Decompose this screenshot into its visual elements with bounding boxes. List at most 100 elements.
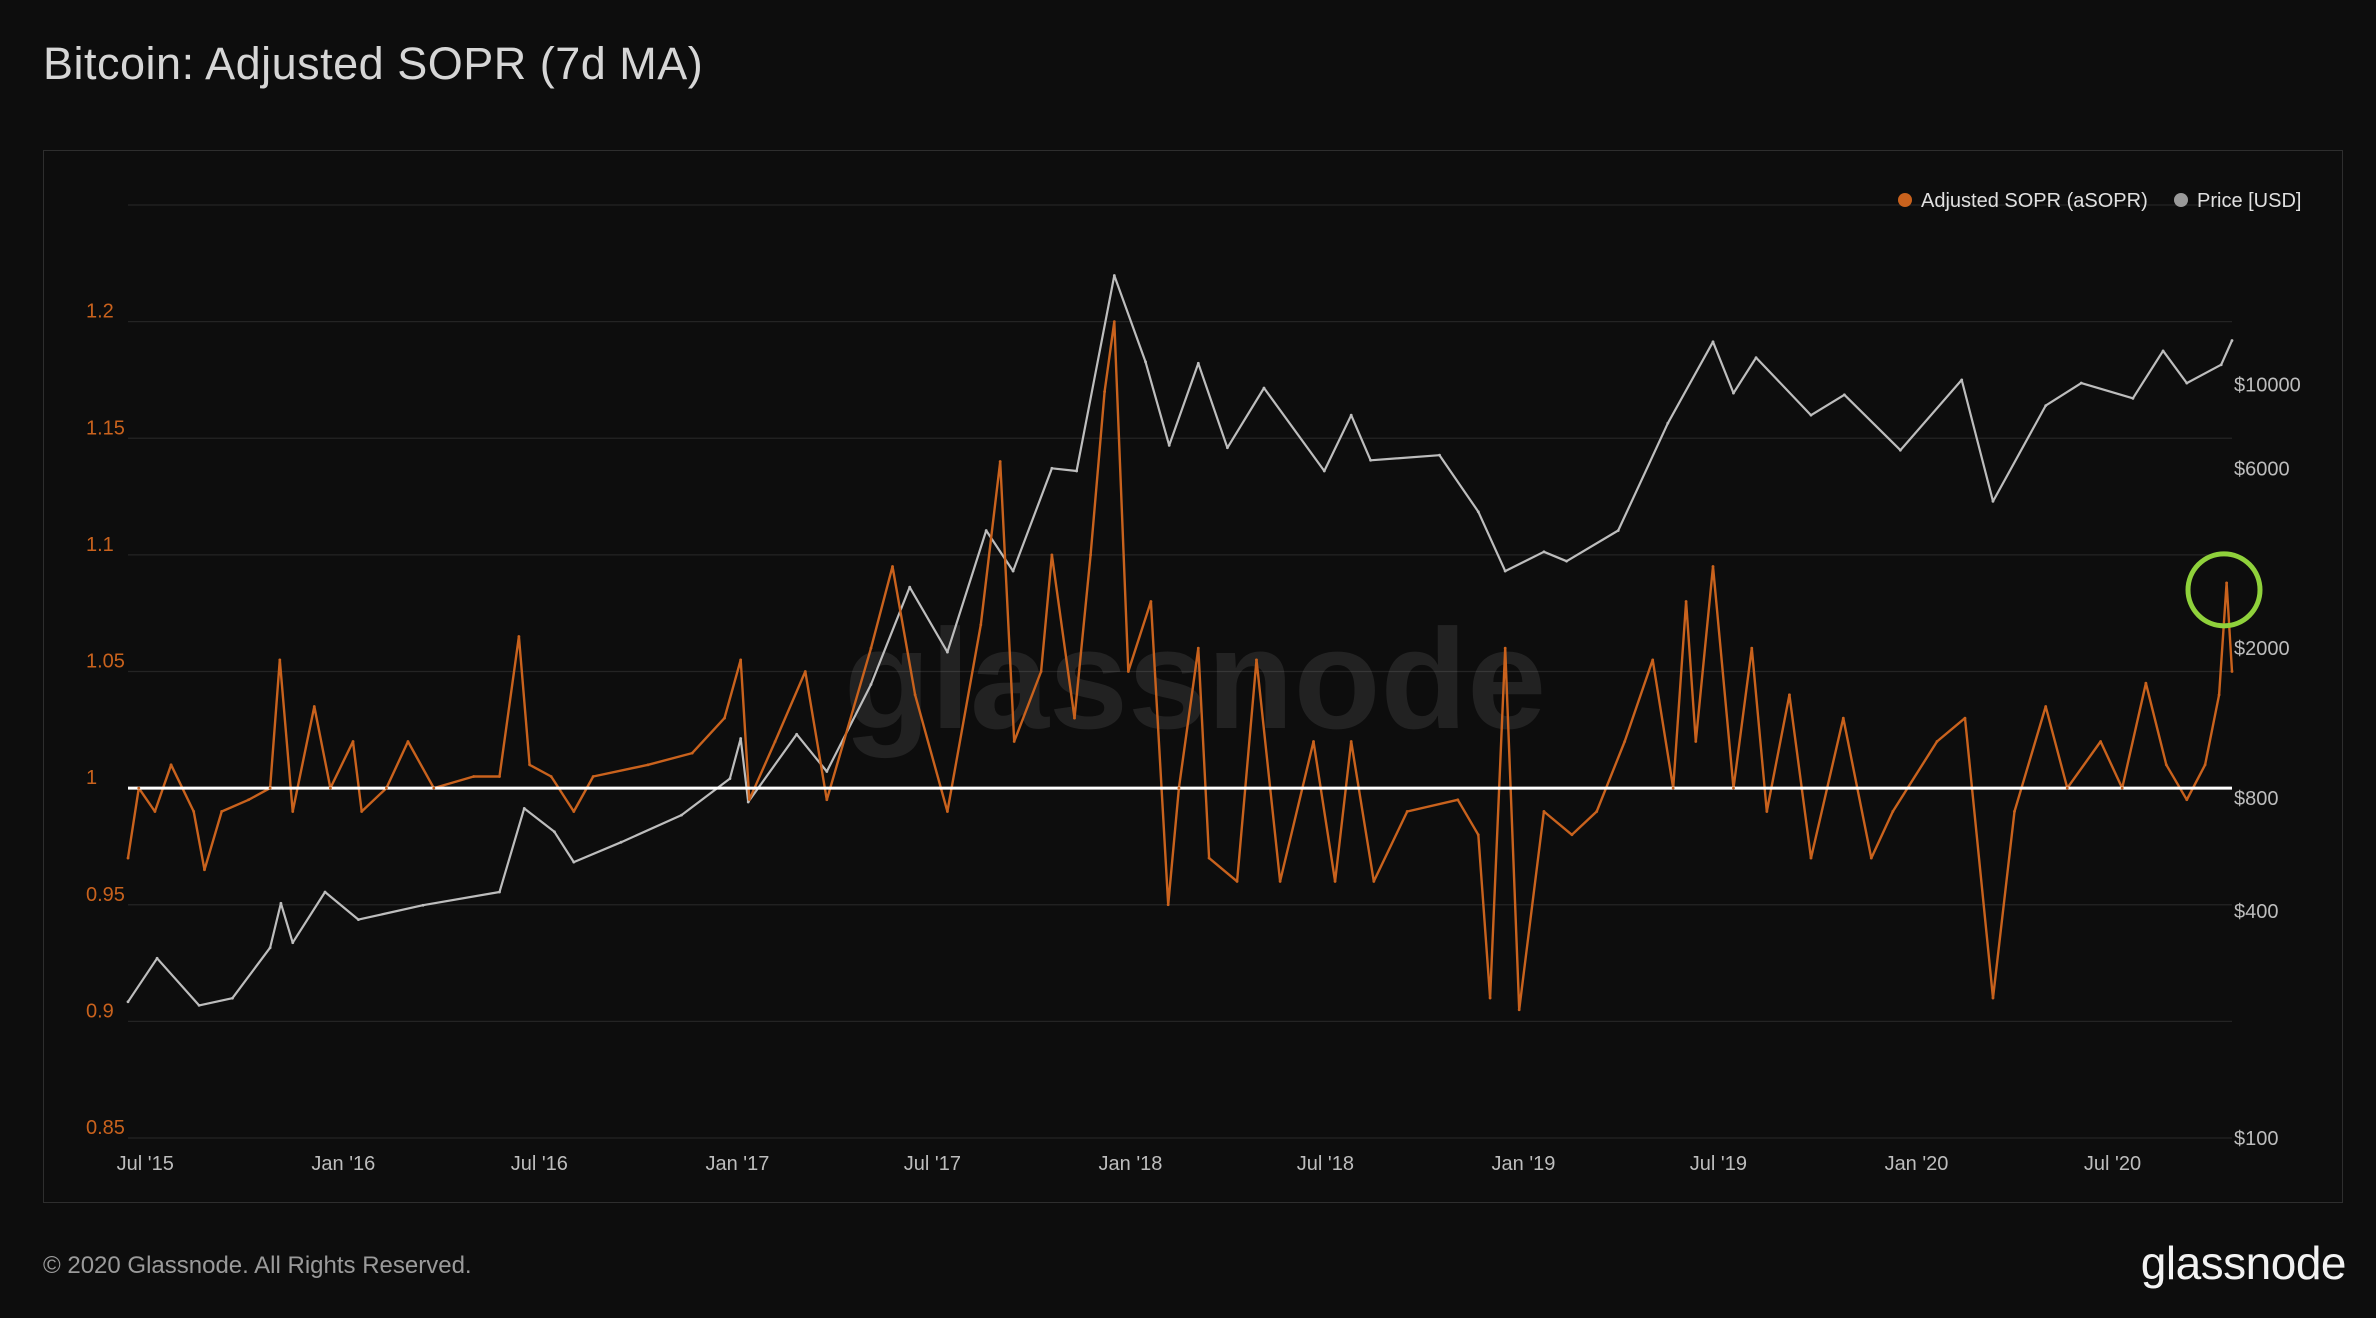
sopr-data-point — [268, 786, 272, 790]
sopr-data-point — [1405, 810, 1409, 813]
sopr-data-point — [1595, 810, 1599, 813]
sopr-data-point — [825, 798, 829, 802]
sopr-data-point — [1103, 390, 1107, 393]
price-data-point — [619, 840, 623, 844]
price-data-point — [421, 903, 425, 907]
sopr-data-point — [472, 775, 476, 778]
sopr-data-point — [1684, 600, 1688, 603]
sopr-data-point — [549, 775, 553, 778]
sopr-data-point — [192, 810, 196, 813]
right-axis-tick-label: $10000 — [2234, 375, 2301, 397]
left-axis-ticks: 1.2 1.15 1.1 1.05 1 0.95 0.9 0.85 — [86, 301, 125, 1139]
sopr-data-point — [1963, 716, 1967, 720]
price-data-point — [2131, 396, 2135, 400]
right-axis-tick-label: $2000 — [2234, 638, 2290, 660]
price-data-point — [908, 585, 912, 589]
price-data-point — [1196, 361, 1200, 365]
sopr-data-point — [2203, 763, 2207, 767]
x-axis-tick-label: Jul '16 — [511, 1153, 568, 1175]
x-axis-tick-label: Jan '17 — [706, 1153, 770, 1175]
price-data-point — [728, 777, 732, 780]
sopr-data-point — [803, 670, 807, 673]
price-data-point — [1732, 391, 1735, 395]
price-data-point — [795, 732, 799, 736]
sopr-data-point — [1711, 565, 1715, 568]
x-axis-tick-label: Jan '16 — [311, 1153, 375, 1175]
sopr-data-point — [247, 798, 250, 802]
sopr-data-point — [203, 868, 206, 872]
sopr-data-point — [1372, 880, 1376, 883]
price-data-point — [1616, 529, 1620, 532]
price-data-point — [2079, 381, 2083, 385]
price-data-point — [984, 529, 988, 532]
price-data-point — [498, 890, 501, 894]
left-axis-tick-label: 1.15 — [86, 417, 125, 439]
sopr-data-point — [406, 740, 410, 743]
price-data-point — [1809, 413, 1813, 417]
price-data-point — [1050, 466, 1054, 470]
price-data-point — [1542, 550, 1546, 554]
sopr-data-point — [2013, 810, 2016, 813]
sopr-data-point — [1542, 810, 1546, 813]
sopr-data-point — [1869, 856, 1873, 860]
price-data-point — [2230, 339, 2234, 342]
right-axis-tick-label: $100 — [2234, 1128, 2279, 1150]
sopr-data-point — [1126, 670, 1130, 673]
legend-marker — [1898, 193, 1912, 207]
price-data-point — [552, 830, 556, 834]
price-data-point — [1349, 413, 1353, 417]
legend-label: Adjusted SOPR (aSOPR) — [1921, 190, 2148, 212]
sopr-data-point — [1073, 716, 1076, 720]
left-axis-tick-label: 0.95 — [86, 884, 125, 906]
sopr-data-point — [1809, 856, 1813, 860]
sopr-data-point — [1517, 1008, 1521, 1012]
sopr-data-point — [498, 775, 501, 778]
left-axis-tick-label: 0.9 — [86, 1000, 114, 1022]
price-data-point — [1167, 444, 1171, 447]
sopr-data-point — [773, 740, 777, 743]
right-axis-ticks: $10000 $6000 $2000 $800 $400 $100 — [2234, 375, 2301, 1150]
sopr-data-point — [169, 763, 173, 767]
left-axis-tick-label: 1.2 — [86, 301, 114, 323]
price-data-point — [357, 918, 360, 922]
price-data-point — [1112, 274, 1116, 277]
sopr-data-point — [360, 810, 364, 813]
sopr-data-point — [1333, 880, 1337, 883]
price-data-point — [268, 946, 272, 950]
chart-title: Bitcoin: Adjusted SOPR (7d MA) — [43, 38, 704, 89]
price-data-point — [1898, 448, 1902, 452]
sopr-data-point — [1694, 740, 1698, 743]
price-data-point — [1225, 446, 1229, 450]
left-axis-tick-label: 1.1 — [86, 534, 114, 556]
x-axis-tick-label: Jan '20 — [1885, 1153, 1949, 1175]
price-data-point — [1011, 569, 1015, 573]
sopr-data-point — [946, 810, 949, 813]
sopr-data-point — [1112, 320, 1116, 324]
sopr-data-point — [278, 658, 282, 662]
sopr-data-point — [517, 635, 521, 638]
legend-label: Price [USD] — [2197, 190, 2301, 212]
price-data-point — [323, 890, 327, 894]
price-data-point — [1476, 510, 1480, 514]
sopr-data-point — [2144, 681, 2148, 685]
sopr-data-point — [591, 775, 595, 778]
grid-lines — [128, 204, 2232, 1139]
sopr-data-point — [1089, 553, 1093, 557]
sopr-data-point — [1991, 996, 1995, 1000]
sopr-data-point — [329, 786, 332, 790]
x-axis-tick-label: Jul '18 — [1297, 1153, 1354, 1175]
sopr-data-point — [1012, 740, 1016, 743]
sopr-data-point — [1476, 833, 1480, 837]
sopr-data-point — [2044, 705, 2048, 708]
price-data-point — [2185, 381, 2189, 385]
price-data-point — [1666, 421, 1670, 425]
sopr-data-point — [2164, 763, 2168, 767]
chart-frame — [43, 150, 2343, 1203]
sopr-data-point — [1651, 658, 1655, 662]
price-data-point — [1322, 469, 1326, 473]
sopr-data-point — [1623, 740, 1627, 743]
sopr-data-point — [690, 751, 694, 755]
price-data-point — [126, 1000, 130, 1004]
price-data-point — [1262, 386, 1266, 390]
